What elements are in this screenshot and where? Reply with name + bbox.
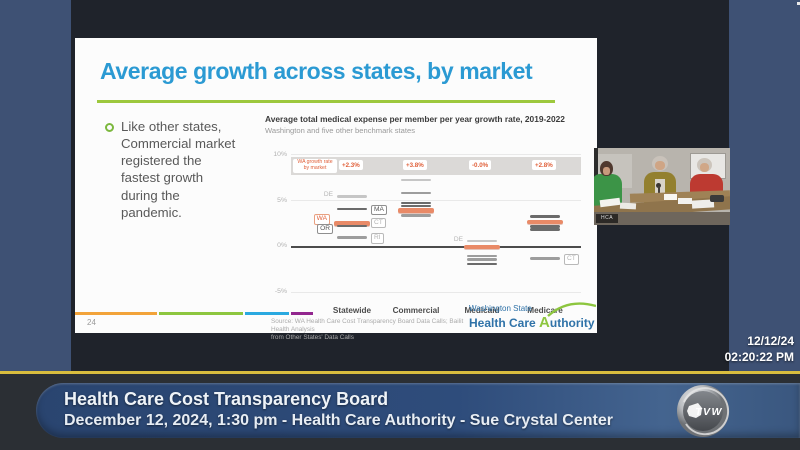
chart-point [530,215,560,218]
chart-point [530,228,560,231]
wa-growth-band [291,157,581,175]
chart-point-DE [467,240,497,243]
svg-text:TVW: TVW [695,406,723,418]
slide-page-number: 24 [87,318,96,327]
wa-band-value: -0.0% [469,160,492,171]
event-title: Health Care Cost Transparency Board [64,389,389,409]
gridline [291,200,581,202]
chart-point-DE [337,195,367,198]
state-label-DE: DE [323,190,333,198]
chart-point-WA [398,208,434,213]
growth-chart: Average total medical expense per member… [265,114,587,330]
chart-plot-area: 10% 5% 0% -5% WA growth rate by market +2.3% +… [273,148,581,315]
chart-point [467,258,497,261]
category-label-medicare: Medicare [527,306,563,315]
state-label-CT: CT [371,217,386,229]
chart-subtitle: Washington and five other benchmark stat… [265,126,415,135]
person-right-face [700,163,709,172]
bullet-text: Like other states, Commercial market reg… [121,119,236,220]
hca-watermark: HCA [596,214,618,223]
event-banner: Health Care Cost Transparency Board Dece… [36,383,800,438]
source-line-2: from Other States' Data Calls [271,334,354,341]
chart-point [467,262,497,266]
camera-feed: HCA [594,148,730,225]
chart-point [401,178,431,182]
presentation-slide: Average growth across states, by market … [75,38,597,341]
chart-point [401,191,431,194]
category-label-medicaid: Medicaid [464,306,500,315]
footer-segment-orange [75,312,157,315]
state-label-DE: DE [453,235,463,243]
gridline [291,154,581,156]
hca-logo-graphic: Washington State Health Care Authority [469,302,597,331]
hca-logo-top-text: Washington State [469,304,532,313]
papers [678,198,692,204]
chart-title: Average total medical expense per member… [265,114,565,124]
category-label-commercial: Commercial [392,306,440,315]
laptop [710,195,724,202]
source-note: Source: WA Health Care Cost Transparency… [271,318,471,342]
state-label-RI: RI [371,233,384,244]
source-line-1: Source: WA Health Care Cost Transparency… [271,318,464,333]
hca-logo: Washington State Health Care Authority [468,300,597,343]
y-axis-tick: 5% [277,196,287,204]
washington-state-shape [687,403,702,418]
banner-gold-divider [0,371,800,374]
y-axis-tick: 0% [277,242,287,250]
stream-timestamp: 12/12/24 02:20:22 PM [725,334,794,365]
footer-segment-purple [291,312,313,315]
name-tent [664,194,677,200]
tvw-logo-graphic: TVW [677,385,730,437]
category-label-statewide: Statewide [332,306,372,315]
gridline [291,291,581,293]
timestamp-date: 12/12/24 [747,334,794,348]
wa-band-value: +3.8% [403,160,427,171]
event-details: December 12, 2024, 1:30 pm - Health Care… [64,412,613,429]
microphone-icon [656,183,661,188]
bullet-icon [105,123,114,132]
chart-point-CT [530,257,560,260]
wa-band-value: +2.3% [339,160,363,171]
y-axis-tick: -5% [274,288,287,296]
chart-point-MA [337,208,367,211]
player-artifact-dot [797,2,800,5]
room-floor [594,212,730,225]
state-label-CT: CT [564,254,579,265]
footer-segment-green [159,312,243,315]
timestamp-time: 02:20:22 PM [724,349,794,364]
person-middle-face [655,161,665,170]
zero-line [291,245,581,248]
slide-title: Average growth across states, by market [100,58,533,84]
state-label-MA: MA [371,204,387,216]
state-label-OR: OR [317,223,333,235]
footer-segment-blue [245,312,289,315]
y-axis-tick: 10% [273,150,287,158]
title-underline [97,100,555,103]
chart-point [467,254,497,258]
wa-band-key-label: WA growth rate by market [293,158,337,173]
slide-footer-color-bar [75,312,313,315]
chart-point-WA [464,244,500,250]
person-left-face [603,167,610,175]
chart-point-RI [337,236,367,239]
chart-point-OR [337,224,367,228]
papers [619,202,637,210]
chart-point [401,214,431,217]
tvw-logo: TVW [676,384,730,443]
chart-point [401,204,431,208]
wa-band-value: +2.8% [532,160,556,171]
chart-point [401,201,431,205]
svg-text:Health Care Authority: Health Care Authority [469,314,595,331]
chart-point-WA [527,219,563,225]
chart-point-WA [334,221,370,226]
chart-point [530,225,560,228]
